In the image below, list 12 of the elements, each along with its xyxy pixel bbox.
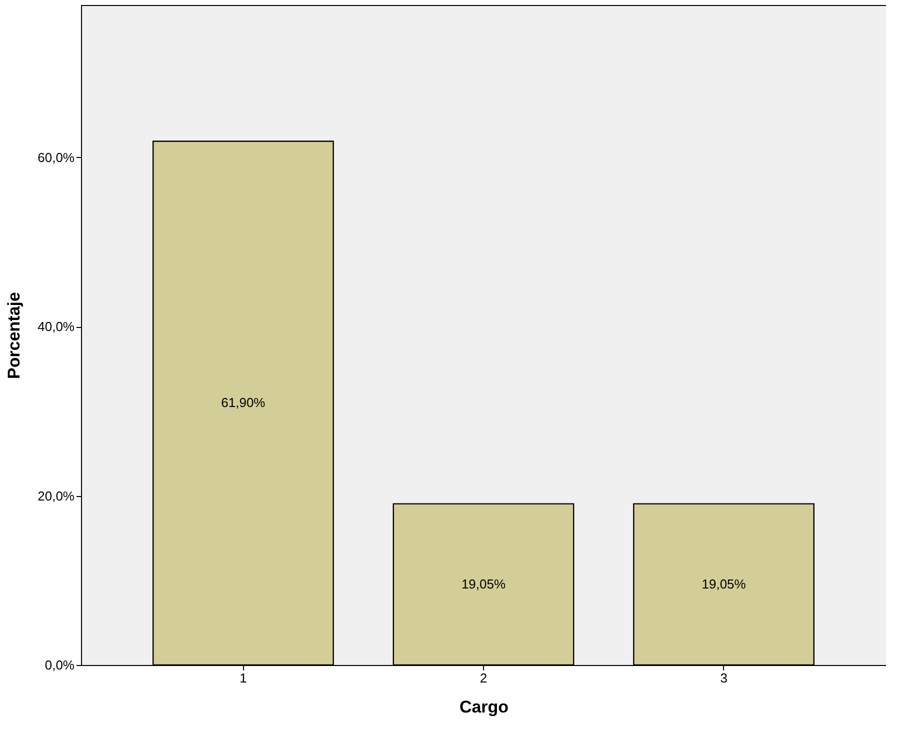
y-tick-label: 60,0% — [38, 150, 75, 165]
x-tick-label: 3 — [720, 670, 728, 686]
y-tick-label: 40,0% — [38, 319, 75, 334]
y-tick-label: 20,0% — [38, 488, 75, 504]
data-label: 19,05% — [702, 576, 746, 592]
x-tick-label: 1 — [240, 670, 247, 686]
y-axis-title: Porcentaje — [4, 292, 24, 379]
x-axis-title: Cargo — [459, 698, 509, 716]
data-label: 61,90% — [221, 395, 266, 410]
data-label: 19,05% — [461, 576, 506, 592]
x-tick-label: 2 — [480, 670, 488, 686]
y-tick-label: 0,0% — [44, 658, 75, 672]
